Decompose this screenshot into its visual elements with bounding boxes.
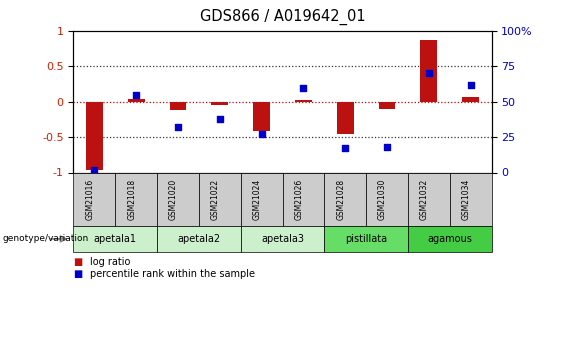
Point bbox=[173, 125, 182, 130]
Text: GSM21022: GSM21022 bbox=[211, 179, 220, 220]
Text: GSM21030: GSM21030 bbox=[378, 179, 387, 220]
Text: percentile rank within the sample: percentile rank within the sample bbox=[90, 269, 255, 279]
Bar bbox=[86, 102, 103, 170]
Bar bbox=[337, 102, 354, 134]
Bar bbox=[295, 100, 312, 102]
Point bbox=[257, 131, 266, 137]
Bar bbox=[379, 102, 395, 109]
Text: pistillata: pistillata bbox=[345, 234, 387, 244]
Bar bbox=[128, 99, 145, 102]
Text: GSM21020: GSM21020 bbox=[169, 179, 178, 220]
Text: log ratio: log ratio bbox=[90, 257, 131, 267]
Point bbox=[466, 82, 475, 88]
Point bbox=[90, 167, 99, 172]
Text: ■: ■ bbox=[73, 269, 82, 279]
Text: GSM21026: GSM21026 bbox=[294, 179, 303, 220]
Point bbox=[341, 146, 350, 151]
Text: GSM21018: GSM21018 bbox=[127, 179, 136, 220]
Bar bbox=[211, 102, 228, 105]
Text: apetala3: apetala3 bbox=[261, 234, 304, 244]
Text: GSM21028: GSM21028 bbox=[336, 179, 345, 220]
Text: GSM21016: GSM21016 bbox=[85, 179, 94, 220]
Bar bbox=[462, 97, 479, 102]
Text: ■: ■ bbox=[73, 257, 82, 267]
Point bbox=[383, 144, 392, 150]
Text: genotype/variation: genotype/variation bbox=[3, 234, 89, 244]
Text: agamous: agamous bbox=[427, 234, 472, 244]
Text: GSM21034: GSM21034 bbox=[462, 179, 471, 220]
Text: apetala1: apetala1 bbox=[94, 234, 137, 244]
Text: apetala2: apetala2 bbox=[177, 234, 220, 244]
Text: GDS866 / A019642_01: GDS866 / A019642_01 bbox=[199, 9, 366, 25]
Text: GSM21024: GSM21024 bbox=[253, 179, 262, 220]
Bar bbox=[170, 102, 186, 110]
Point bbox=[424, 71, 433, 76]
Point bbox=[132, 92, 141, 97]
Point bbox=[299, 85, 308, 90]
Bar bbox=[420, 40, 437, 102]
Point bbox=[215, 116, 224, 121]
Bar bbox=[253, 102, 270, 131]
Text: GSM21032: GSM21032 bbox=[420, 179, 429, 220]
